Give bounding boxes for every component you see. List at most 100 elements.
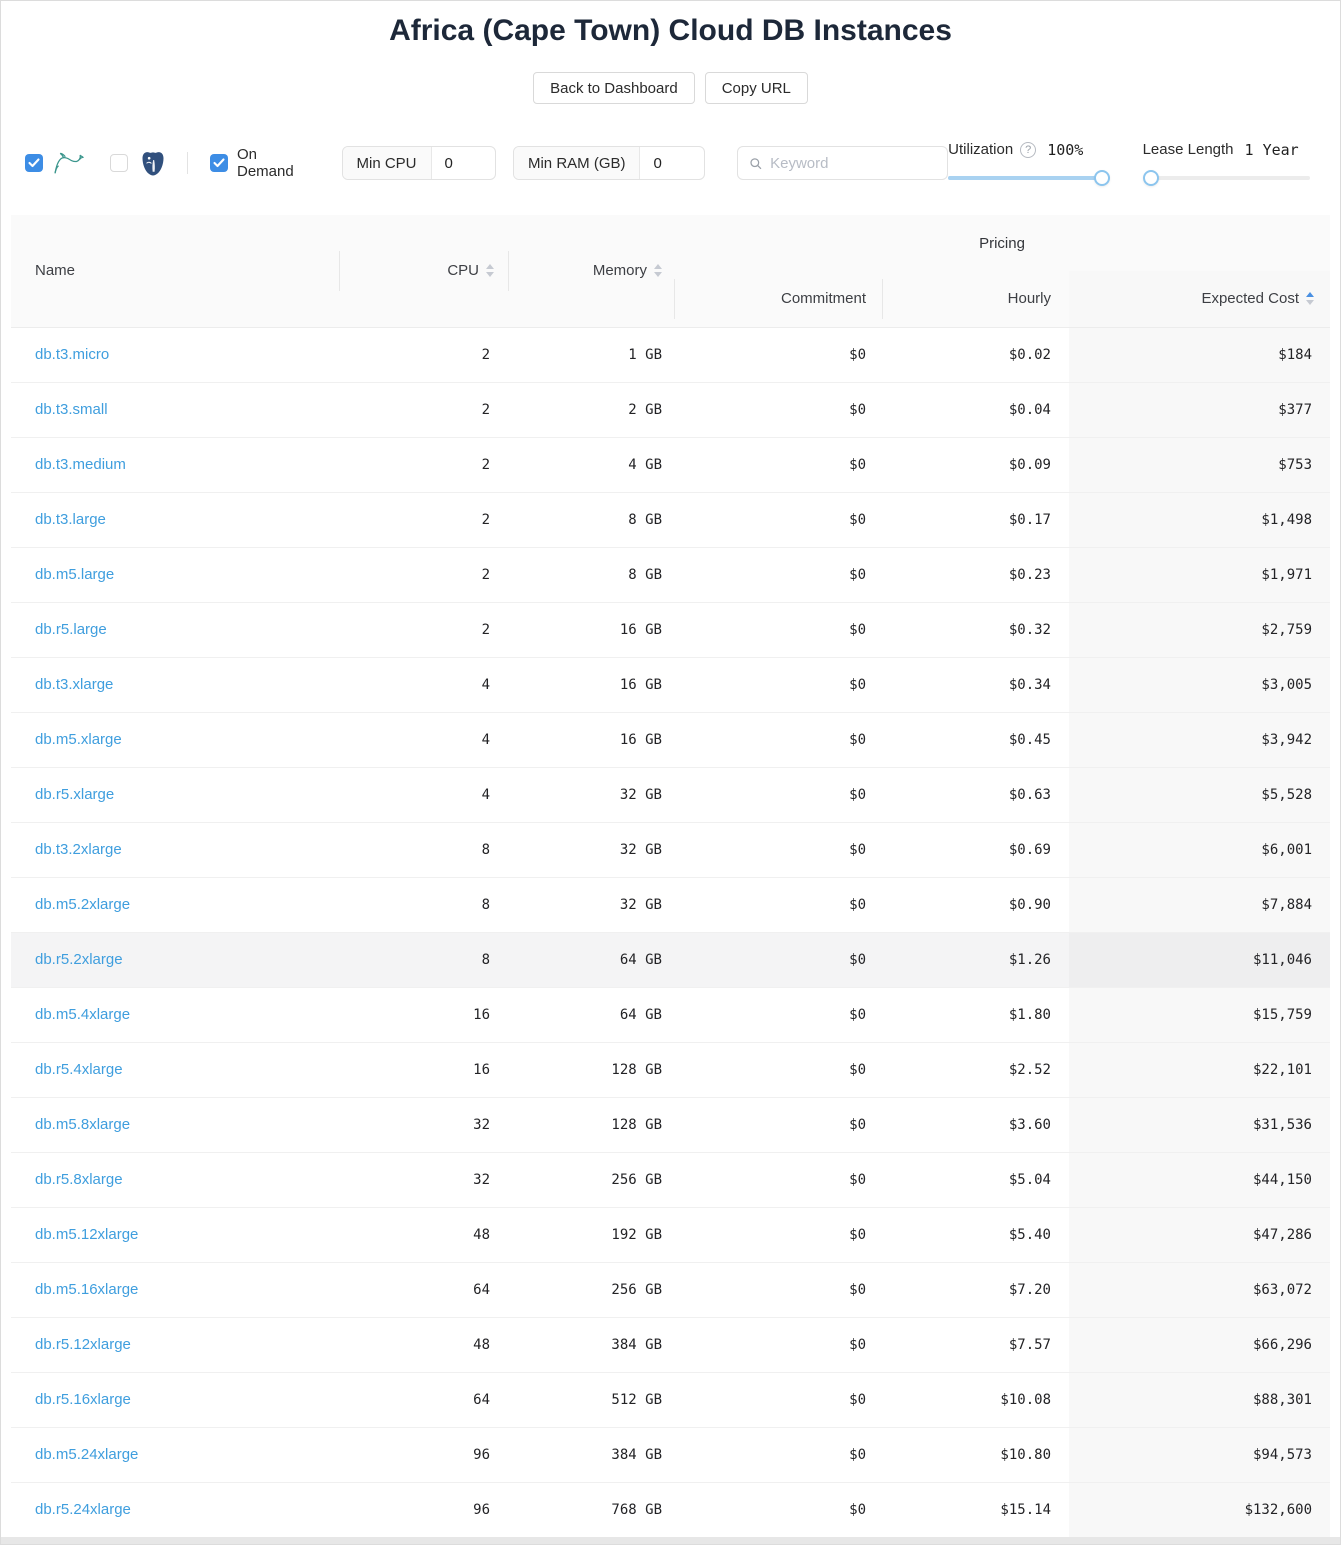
expected-cost-cell: $44,150 (1069, 1151, 1330, 1207)
table-row[interactable]: db.m5.2xlarge 8 32 GB $0 $0.90 $7,884 (11, 876, 1330, 932)
instance-name-link[interactable]: db.r5.4xlarge (35, 1061, 123, 1078)
table-row[interactable]: db.r5.24xlarge 96 768 GB $0 $15.14 $132,… (11, 1481, 1330, 1537)
cpu-cell: 4 (339, 711, 508, 767)
question-circle-icon[interactable]: ? (1020, 141, 1037, 158)
table-row[interactable]: db.r5.12xlarge 48 384 GB $0 $7.57 $66,29… (11, 1316, 1330, 1372)
memory-cell: 16 GB (508, 711, 674, 767)
column-header-memory[interactable]: Memory (508, 215, 674, 327)
expected-cost-cell: $11,046 (1069, 931, 1330, 987)
instance-name-link[interactable]: db.m5.2xlarge (35, 896, 131, 913)
column-header-cpu[interactable]: CPU (339, 215, 508, 327)
sort-icon-expected-cost[interactable] (1306, 292, 1314, 306)
keyword-search-box[interactable] (736, 146, 949, 180)
memory-cell: 192 GB (508, 1206, 674, 1262)
instance-name-link[interactable]: db.r5.large (35, 621, 107, 638)
instance-name-link[interactable]: db.m5.16xlarge (35, 1281, 139, 1298)
lease-length-slider[interactable] (1142, 169, 1310, 186)
expected-cost-cell: $5,528 (1069, 766, 1330, 822)
table-row[interactable]: db.m5.large 2 8 GB $0 $0.23 $1,971 (11, 546, 1330, 602)
commitment-cell: $0 (674, 1261, 882, 1317)
memory-cell: 384 GB (508, 1316, 674, 1372)
instance-name-link[interactable]: db.r5.16xlarge (35, 1391, 131, 1408)
commitment-cell: $0 (674, 1316, 882, 1372)
table-row[interactable]: db.m5.24xlarge 96 384 GB $0 $10.80 $94,5… (11, 1426, 1330, 1482)
table-row[interactable]: db.t3.micro 2 1 GB $0 $0.02 $184 (11, 326, 1330, 382)
table-row[interactable]: db.m5.12xlarge 48 192 GB $0 $5.40 $47,28… (11, 1206, 1330, 1262)
table-row[interactable]: db.m5.16xlarge 64 256 GB $0 $7.20 $63,07… (11, 1261, 1330, 1317)
commitment-cell: $0 (674, 1371, 882, 1427)
table-row[interactable]: db.t3.small 2 2 GB $0 $0.04 $377 (11, 381, 1330, 437)
column-header-expected-cost[interactable]: Expected Cost (1069, 271, 1330, 327)
commitment-cell: $0 (674, 656, 882, 712)
table-row[interactable]: db.t3.medium 2 4 GB $0 $0.09 $753 (11, 436, 1330, 492)
sort-icon-cpu[interactable] (486, 264, 494, 278)
memory-cell: 128 GB (508, 1041, 674, 1097)
hourly-cell: $0.04 (882, 381, 1069, 437)
table-row[interactable]: db.m5.8xlarge 32 128 GB $0 $3.60 $31,536 (11, 1096, 1330, 1152)
instance-name-link[interactable]: db.r5.2xlarge (35, 951, 123, 968)
postgres-checkbox[interactable] (110, 154, 128, 172)
instance-name-link[interactable]: db.t3.small (35, 401, 108, 418)
sort-icon-memory[interactable] (654, 264, 662, 278)
commitment-cell: $0 (674, 766, 882, 822)
table-row[interactable]: db.r5.xlarge 4 32 GB $0 $0.63 $5,528 (11, 766, 1330, 822)
keyword-input[interactable] (770, 154, 937, 172)
table-row[interactable]: db.r5.4xlarge 16 128 GB $0 $2.52 $22,101 (11, 1041, 1330, 1097)
on-demand-checkbox[interactable] (210, 154, 228, 172)
cpu-cell: 4 (339, 766, 508, 822)
utilization-slider[interactable] (948, 169, 1110, 186)
instance-name-link[interactable]: db.m5.24xlarge (35, 1446, 139, 1463)
slider-handle[interactable] (1093, 169, 1110, 186)
table-row[interactable]: db.t3.2xlarge 8 32 GB $0 $0.69 $6,001 (11, 821, 1330, 877)
hourly-cell: $1.80 (882, 986, 1069, 1042)
memory-cell: 128 GB (508, 1096, 674, 1152)
table-row[interactable]: db.t3.large 2 8 GB $0 $0.17 $1,498 (11, 491, 1330, 547)
instance-name-link[interactable]: db.m5.12xlarge (35, 1226, 139, 1243)
commitment-cell: $0 (674, 821, 882, 877)
copy-url-button[interactable]: Copy URL (704, 72, 808, 104)
instance-name-link[interactable]: db.m5.4xlarge (35, 1006, 131, 1023)
hourly-cell: $5.04 (882, 1151, 1069, 1207)
instance-name-link[interactable]: db.t3.medium (35, 456, 126, 473)
hourly-cell: $0.23 (882, 546, 1069, 602)
instance-name-link[interactable]: db.t3.xlarge (35, 676, 114, 693)
back-to-dashboard-button[interactable]: Back to Dashboard (533, 72, 695, 104)
table-row[interactable]: db.t3.xlarge 4 16 GB $0 $0.34 $3,005 (11, 656, 1330, 712)
commitment-cell: $0 (674, 1151, 882, 1207)
cpu-cell: 2 (339, 436, 508, 492)
slider-track[interactable] (1142, 175, 1310, 180)
table-row[interactable]: db.r5.16xlarge 64 512 GB $0 $10.08 $88,3… (11, 1371, 1330, 1427)
lease-length-value: 1 Year (1244, 140, 1299, 159)
instance-name-link[interactable]: db.r5.xlarge (35, 786, 115, 803)
table-row[interactable]: db.m5.4xlarge 16 64 GB $0 $1.80 $15,759 (11, 986, 1330, 1042)
column-header-hourly[interactable]: Hourly (882, 271, 1069, 327)
instance-name-link[interactable]: db.t3.2xlarge (35, 841, 122, 858)
hourly-cell: $0.69 (882, 821, 1069, 877)
expected-cost-cell: $1,971 (1069, 546, 1330, 602)
table-row[interactable]: db.m5.xlarge 4 16 GB $0 $0.45 $3,942 (11, 711, 1330, 767)
column-header-name[interactable]: Name (11, 215, 339, 327)
memory-cell: 64 GB (508, 986, 674, 1042)
instance-name-link[interactable]: db.r5.24xlarge (35, 1501, 131, 1519)
min-cpu-input[interactable]: 0 (444, 154, 453, 172)
instance-name-link[interactable]: db.t3.large (35, 511, 106, 528)
instance-name-link[interactable]: db.r5.12xlarge (35, 1336, 131, 1353)
table-row[interactable]: db.r5.8xlarge 32 256 GB $0 $5.04 $44,150 (11, 1151, 1330, 1207)
table-row[interactable]: db.r5.large 2 16 GB $0 $0.32 $2,759 (11, 601, 1330, 657)
min-ram-input[interactable]: 0 (653, 154, 662, 172)
cpu-cell: 8 (339, 876, 508, 932)
instance-name-link[interactable]: db.t3.micro (35, 346, 110, 363)
hourly-cell: $0.63 (882, 766, 1069, 822)
slider-handle[interactable] (1142, 169, 1159, 186)
cpu-cell: 32 (339, 1096, 508, 1152)
table-row[interactable]: db.r5.2xlarge 8 64 GB $0 $1.26 $11,046 (11, 931, 1330, 987)
instance-name-link[interactable]: db.m5.xlarge (35, 731, 122, 748)
instance-name-link[interactable]: db.m5.8xlarge (35, 1116, 131, 1133)
instance-name-link[interactable]: db.m5.large (35, 566, 115, 583)
expected-cost-cell: $3,005 (1069, 656, 1330, 712)
column-header-commitment[interactable]: Commitment (674, 271, 882, 327)
instance-name-link[interactable]: db.r5.8xlarge (35, 1171, 123, 1188)
on-demand-filter: On Demand (210, 146, 318, 180)
mysql-checkbox[interactable] (25, 154, 43, 172)
